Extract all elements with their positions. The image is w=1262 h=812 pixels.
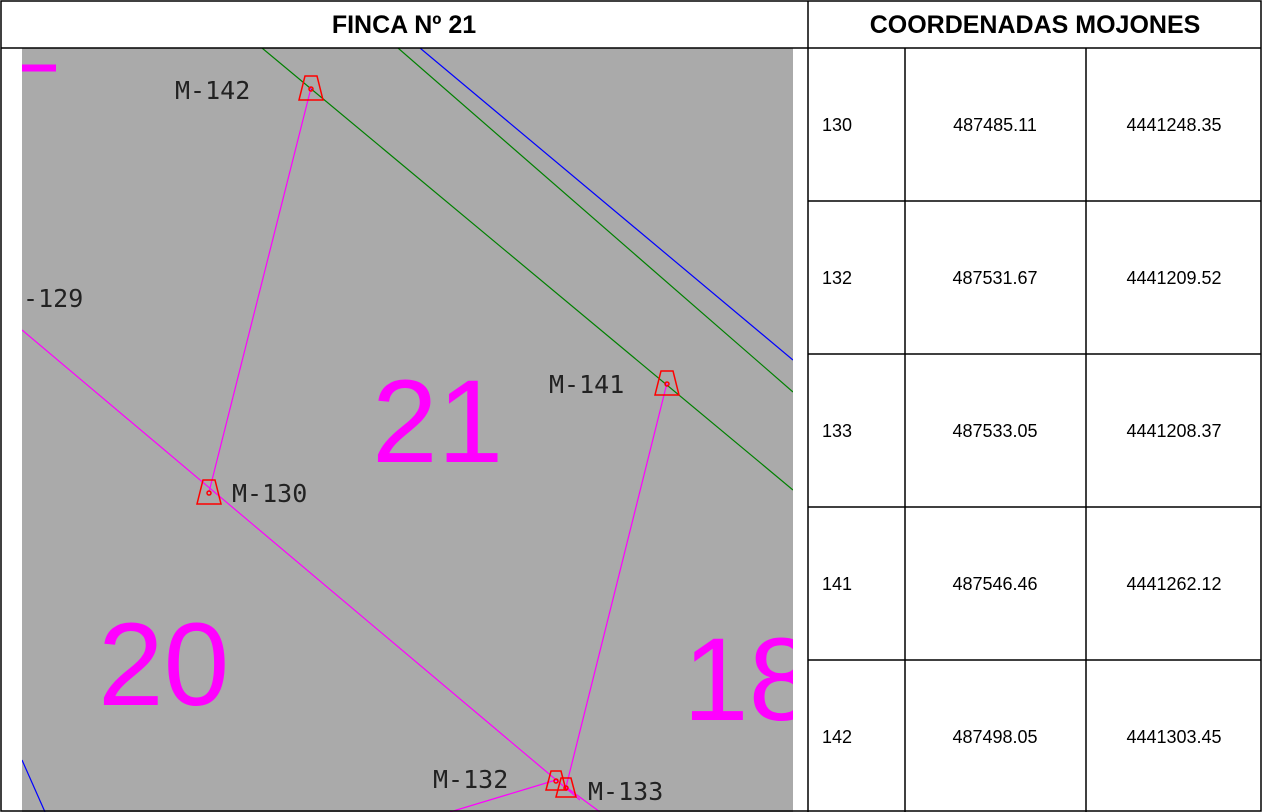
table-cell: 487485.11 (953, 115, 1037, 135)
boundary-line (261, 48, 793, 491)
map-background (22, 48, 793, 812)
boundary-line (397, 48, 793, 393)
table-cell: 487533.05 (952, 421, 1037, 441)
table-cell: 487498.05 (952, 727, 1037, 747)
parcel-number: 18 (683, 614, 814, 746)
road-line (419, 48, 793, 361)
table-cell: 141 (822, 574, 852, 594)
marker-label: M-133 (588, 777, 663, 806)
table-cell: 142 (822, 727, 852, 747)
table-cell: 133 (822, 421, 852, 441)
parcel-number: 20 (98, 599, 229, 731)
table-cell: 4441209.52 (1126, 268, 1221, 288)
markers (196, 75, 680, 798)
table-cell: 4441262.12 (1126, 574, 1221, 594)
table-cell: 4441303.45 (1126, 727, 1221, 747)
marker-label: M-142 (175, 76, 250, 105)
header-title: COORDENADAS MOJONES (870, 11, 1201, 39)
marker-label: M-130 (232, 479, 307, 508)
marker-label: M-132 (433, 765, 508, 794)
table-rows: 130 487485.11 4441248.35 132 487531.67 444120… (822, 115, 1222, 747)
header-title: FINCA Nº 21 (332, 11, 476, 39)
marker-label: M-129 (8, 284, 83, 313)
table-cell: 130 (822, 115, 852, 135)
table-cell: 132 (822, 268, 852, 288)
table-cell: 487531.67 (952, 268, 1037, 288)
parcel-lines (22, 87, 668, 812)
table-cell: 4441208.37 (1126, 421, 1221, 441)
table-cell: 4441248.35 (1126, 115, 1221, 135)
marker-label: M-141 (549, 370, 624, 399)
map: M-142 M-129 M-141 M-130 M-132 M-133 21 2… (8, 48, 814, 812)
table-cell: 487546.46 (952, 574, 1037, 594)
parcel-number: 21 (372, 356, 503, 488)
road-line (22, 759, 46, 812)
